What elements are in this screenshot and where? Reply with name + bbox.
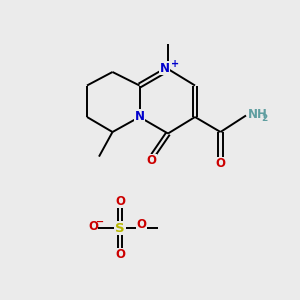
Text: NH: NH bbox=[248, 107, 267, 121]
Text: −: − bbox=[96, 216, 104, 226]
Text: O: O bbox=[115, 195, 125, 208]
Text: O: O bbox=[146, 154, 157, 167]
Text: O: O bbox=[88, 220, 98, 233]
Text: N: N bbox=[159, 61, 170, 75]
Text: S: S bbox=[115, 221, 125, 235]
Text: O: O bbox=[215, 157, 226, 170]
Text: +: + bbox=[170, 58, 179, 69]
Text: 2: 2 bbox=[261, 114, 267, 123]
Text: O: O bbox=[136, 218, 146, 231]
Text: N: N bbox=[134, 110, 145, 123]
Text: O: O bbox=[115, 248, 125, 261]
